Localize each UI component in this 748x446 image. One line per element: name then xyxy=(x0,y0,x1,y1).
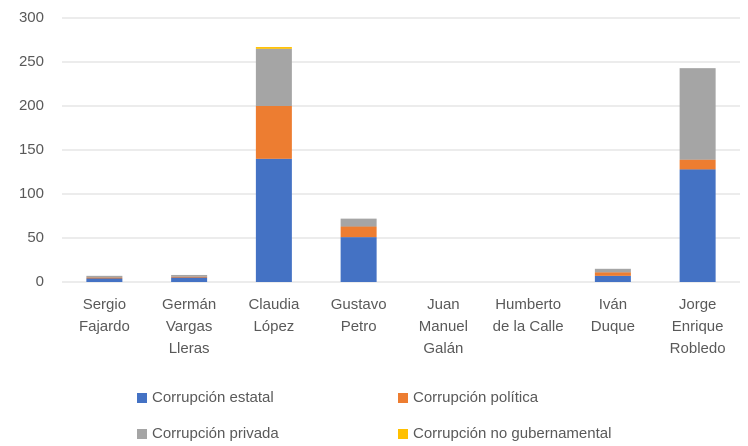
x-tick-label: Juan Manuel Galán xyxy=(419,296,468,357)
bar-segment xyxy=(594,275,631,282)
bar-segment xyxy=(171,276,208,278)
bar-segment xyxy=(255,106,292,159)
x-tick-label: Sergio Fajardo xyxy=(79,296,130,335)
y-tick-label: 100 xyxy=(19,185,44,202)
bar-segment xyxy=(86,278,123,282)
legend-label: Corrupción estatal xyxy=(152,389,274,406)
bar-segment xyxy=(86,277,123,279)
y-tick-label: 250 xyxy=(19,53,44,70)
bar-segment xyxy=(679,159,716,170)
y-tick-label: 200 xyxy=(19,97,44,114)
bar-segment xyxy=(340,226,377,238)
bar-segment xyxy=(255,47,292,49)
x-tick-label: Germán Vargas Lleras xyxy=(162,296,216,357)
bar-segment xyxy=(171,274,208,277)
x-tick-label: Jorge Enrique Robledo xyxy=(670,296,726,357)
bar-segment xyxy=(679,68,716,160)
bar-segment xyxy=(594,268,631,273)
x-tick-label: Claudia López xyxy=(248,296,300,335)
x-tick-label: Humberto de la Calle xyxy=(493,296,564,335)
bar-segment xyxy=(86,275,123,278)
legend-label: Corrupción privada xyxy=(152,425,279,442)
y-tick-label: 0 xyxy=(36,273,44,290)
y-tick-label: 50 xyxy=(27,229,44,246)
bar-segment xyxy=(340,218,377,227)
bar-segment xyxy=(594,272,631,276)
y-tick-label: 300 xyxy=(19,9,44,26)
legend-swatch xyxy=(137,429,147,439)
bar-segment xyxy=(255,48,292,106)
bar-segment xyxy=(171,277,208,282)
x-tick-label: Iván Duque xyxy=(591,296,635,335)
legend-label: Corrupción política xyxy=(413,389,539,406)
legend-label: Corrupción no gubernamental xyxy=(413,425,611,442)
bar-segment xyxy=(255,158,292,282)
legend-swatch xyxy=(398,429,408,439)
x-tick-label: Gustavo Petro xyxy=(331,296,387,335)
y-tick-label: 150 xyxy=(19,141,44,158)
bar-segment xyxy=(340,237,377,282)
bar-segment xyxy=(679,169,716,282)
legend-swatch xyxy=(398,393,408,403)
legend-swatch xyxy=(137,393,147,403)
